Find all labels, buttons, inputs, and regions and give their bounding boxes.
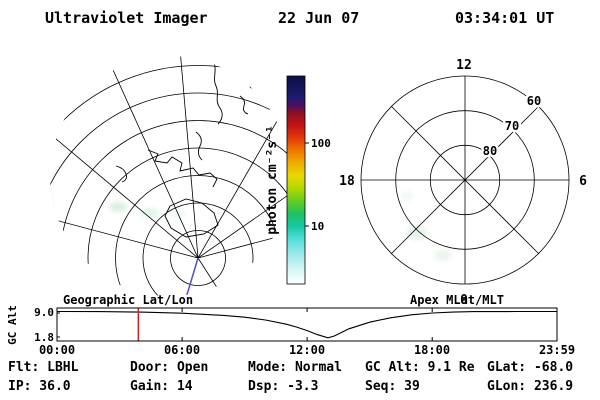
gc-alt-ytick-top: 9.0 [34,306,54,319]
geo-terminator-line [185,257,199,296]
xtick-2359: 23:59 [539,343,575,357]
mlat-ring-label-80: 80 [483,144,497,158]
xtick-0600: 06:00 [164,343,200,357]
colorbar-tick-high: 100 [311,137,331,150]
xtick-1800: 18:00 [414,343,450,357]
footer-glon: GLon: 236.9 [487,379,573,394]
footer-seq: Seq: 39 [365,379,420,394]
mlt-label-18: 18 [339,174,355,189]
footer-flt: Flt: LBHL [8,360,79,375]
colorbar: 100 10 photon cm⁻²s⁻¹ [265,75,331,285]
coastlines [115,59,255,238]
colorbar-tick-low: 10 [311,220,324,233]
gc-alt-ytick-bottom: 1.8 [34,331,54,344]
chart-axis-ticks [56,308,558,341]
gc-alt-axis-label: GC Alt [6,305,19,345]
geographic-map-panel [50,56,290,296]
geo-panel-caption: Geographic Lat/Lon [63,293,193,307]
footer-gain: Gain: 14 [130,379,193,394]
aurora-emission-geo [50,188,186,248]
date-label: 22 Jun 07 [278,9,359,27]
xtick-0000: 00:00 [39,343,75,357]
apex-panel-caption: Apex MLat/MLT [410,293,504,307]
footer-glat: GLat: -68.0 [487,360,573,375]
footer-gcalt: GC Alt: 9.1 Re [365,360,475,375]
header: Ultraviolet Imager 22 Jun 07 03:34:01 UT [45,9,554,27]
mlat-ring-label-60: 60 [527,94,541,108]
mlt-spokes [361,76,569,284]
gc-alt-chart: 9.0 1.8 GC Alt 00:00 06:00 12:00 18:00 2… [6,305,575,357]
mlat-ring-label-70: 70 [505,119,519,133]
xtick-1200: 12:00 [289,343,325,357]
footer-dsp: Dsp: -3.3 [248,379,318,394]
time-label: 03:34:01 UT [455,9,554,27]
colorbar-units-label: photon cm⁻²s⁻¹ [265,125,280,235]
chart-frame [56,307,558,342]
colorbar-gradient [286,75,306,285]
aurora-emission-apex [400,191,452,261]
page-title: Ultraviolet Imager [45,9,208,27]
footer-door: Door: Open [130,360,208,375]
mlt-label-6: 6 [579,174,587,189]
footer-ip: IP: 36.0 [8,379,71,394]
footer-mode: Mode: Normal [248,360,342,375]
telemetry-footer: Flt: LBHL Door: Open Mode: Normal GC Alt… [8,360,573,394]
mlt-label-0: 0 [460,293,468,308]
mlt-label-12: 12 [456,58,472,73]
apex-dial-panel: 12 18 6 0 60 70 80 [339,58,587,308]
gc-alt-curve [56,310,557,339]
